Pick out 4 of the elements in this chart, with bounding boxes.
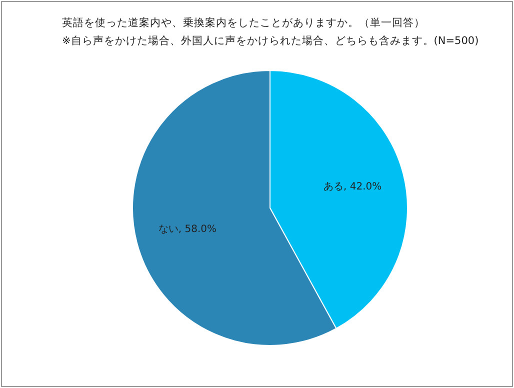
chart-subtitle: ※自ら声をかけた場合、外国人に声をかけられた場合、どちらも含みます。(N=500) xyxy=(62,34,479,48)
chart-title: 英語を使った道案内や、乗換案内をしたことがありますか。（単一回答） xyxy=(62,16,425,30)
slice-label: ない, 58.0% xyxy=(158,224,216,235)
slice-label: ある, 42.0% xyxy=(324,181,382,192)
